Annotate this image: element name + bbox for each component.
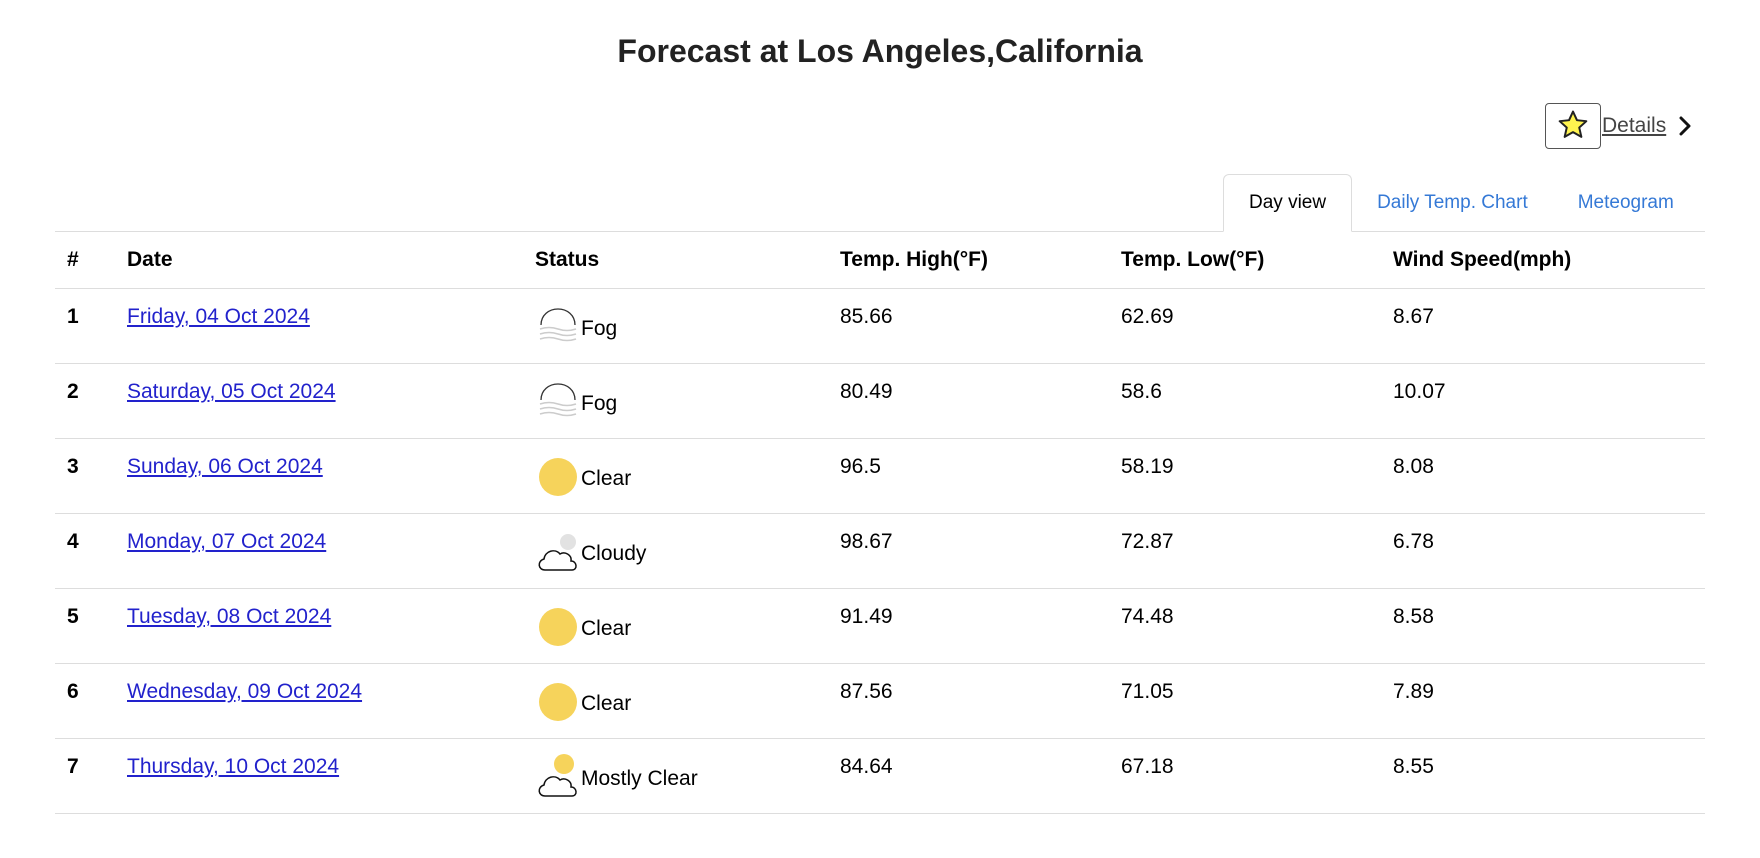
tab-day-view[interactable]: Day view	[1223, 174, 1353, 232]
tab-daily-temp-chart[interactable]: Daily Temp. Chart	[1377, 192, 1528, 213]
wind-speed: 8.55	[1393, 755, 1434, 778]
temp-low: 58.6	[1121, 380, 1162, 403]
table-row: 7 Thursday, 10 Oct 2024 Mostly Clear 84.…	[55, 738, 1705, 814]
tab-meteogram[interactable]: Meteogram	[1577, 192, 1674, 213]
row-number: 6	[67, 680, 79, 703]
temp-high: 85.66	[840, 305, 893, 328]
temp-low: 71.05	[1121, 680, 1174, 703]
forecast-table: # Date Status Temp. High(°F) Temp. Low(°…	[55, 231, 1705, 814]
favorite-button[interactable]	[1545, 103, 1601, 149]
status-text: Fog	[581, 317, 618, 340]
date-link[interactable]: Saturday, 05 Oct 2024	[127, 380, 336, 403]
chevron-right-icon[interactable]	[1678, 116, 1692, 136]
row-number: 4	[67, 530, 79, 553]
header-number: #	[55, 231, 127, 289]
page-title: Forecast at Los Angeles,California	[617, 33, 1143, 69]
status-cell: Clear	[535, 664, 840, 724]
details-link[interactable]: Details	[1602, 114, 1667, 137]
status-cell: Clear	[535, 589, 840, 649]
temp-low: 58.19	[1121, 455, 1174, 478]
temp-low: 67.18	[1121, 755, 1174, 778]
row-number: 1	[67, 305, 79, 328]
date-link[interactable]: Thursday, 10 Oct 2024	[127, 755, 340, 778]
temp-low: 74.48	[1121, 605, 1174, 628]
favorite-details-bar: Details	[1545, 102, 1692, 150]
status-cell: Fog	[535, 289, 840, 349]
header-temp-high: Temp. High(°F)	[840, 231, 1121, 289]
temp-low: 72.87	[1121, 530, 1174, 553]
header-status: Status	[535, 231, 840, 289]
date-link[interactable]: Tuesday, 08 Oct 2024	[127, 605, 332, 628]
sun-cloud-icon	[535, 753, 581, 799]
date-link[interactable]: Sunday, 06 Oct 2024	[127, 455, 323, 478]
temp-high: 84.64	[840, 755, 893, 778]
temp-high: 87.56	[840, 680, 893, 703]
temp-low: 62.69	[1121, 305, 1174, 328]
status-cell: Clear	[535, 439, 840, 499]
table-row: 1 Friday, 04 Oct 2024 Fog 85.66 62.69 8.…	[55, 288, 1705, 364]
status-text: Fog	[581, 392, 618, 415]
status-cell: Fog	[535, 364, 840, 424]
table-header-row: # Date Status Temp. High(°F) Temp. Low(°…	[55, 231, 1705, 289]
wind-speed: 8.58	[1393, 605, 1434, 628]
wind-speed: 7.89	[1393, 680, 1434, 703]
table-row: 5 Tuesday, 08 Oct 2024 Clear 91.49 74.48…	[55, 588, 1705, 664]
cloud-icon	[535, 528, 581, 574]
status-text: Clear	[581, 617, 632, 640]
wind-speed: 10.07	[1393, 380, 1446, 403]
fog-icon	[535, 303, 581, 349]
status-text: Mostly Clear	[581, 767, 698, 790]
date-link[interactable]: Wednesday, 09 Oct 2024	[127, 680, 363, 703]
sun-icon	[535, 453, 581, 499]
row-number: 3	[67, 455, 79, 478]
star-icon	[1556, 108, 1590, 145]
temp-high: 96.5	[840, 455, 881, 478]
status-cell: Mostly Clear	[535, 739, 840, 799]
fog-icon	[535, 378, 581, 424]
status-text: Clear	[581, 467, 632, 490]
temp-high: 98.67	[840, 530, 893, 553]
header-temp-low: Temp. Low(°F)	[1121, 231, 1393, 289]
forecast-table-container: # Date Status Temp. High(°F) Temp. Low(°…	[55, 231, 1705, 814]
table-row: 4 Monday, 07 Oct 2024 Cloudy 98.67 72.87…	[55, 513, 1705, 589]
view-tabs: Day view Daily Temp. Chart Meteogram	[1223, 174, 1699, 232]
status-cell: Cloudy	[535, 514, 840, 574]
date-link[interactable]: Monday, 07 Oct 2024	[127, 530, 327, 553]
status-text: Clear	[581, 692, 632, 715]
temp-high: 91.49	[840, 605, 893, 628]
date-link[interactable]: Friday, 04 Oct 2024	[127, 305, 310, 328]
header-wind-speed: Wind Speed(mph)	[1393, 231, 1705, 289]
table-row: 2 Saturday, 05 Oct 2024 Fog 80.49 58.6 1…	[55, 363, 1705, 439]
row-number: 5	[67, 605, 79, 628]
table-row: 3 Sunday, 06 Oct 2024 Clear 96.5 58.19 8…	[55, 438, 1705, 514]
wind-speed: 6.78	[1393, 530, 1434, 553]
row-number: 7	[67, 755, 79, 778]
status-text: Cloudy	[581, 542, 647, 565]
sun-icon	[535, 603, 581, 649]
table-row: 6 Wednesday, 09 Oct 2024 Clear 87.56 71.…	[55, 663, 1705, 739]
row-number: 2	[67, 380, 79, 403]
temp-high: 80.49	[840, 380, 893, 403]
header-date: Date	[127, 231, 535, 289]
sun-icon	[535, 678, 581, 724]
wind-speed: 8.67	[1393, 305, 1434, 328]
wind-speed: 8.08	[1393, 455, 1434, 478]
